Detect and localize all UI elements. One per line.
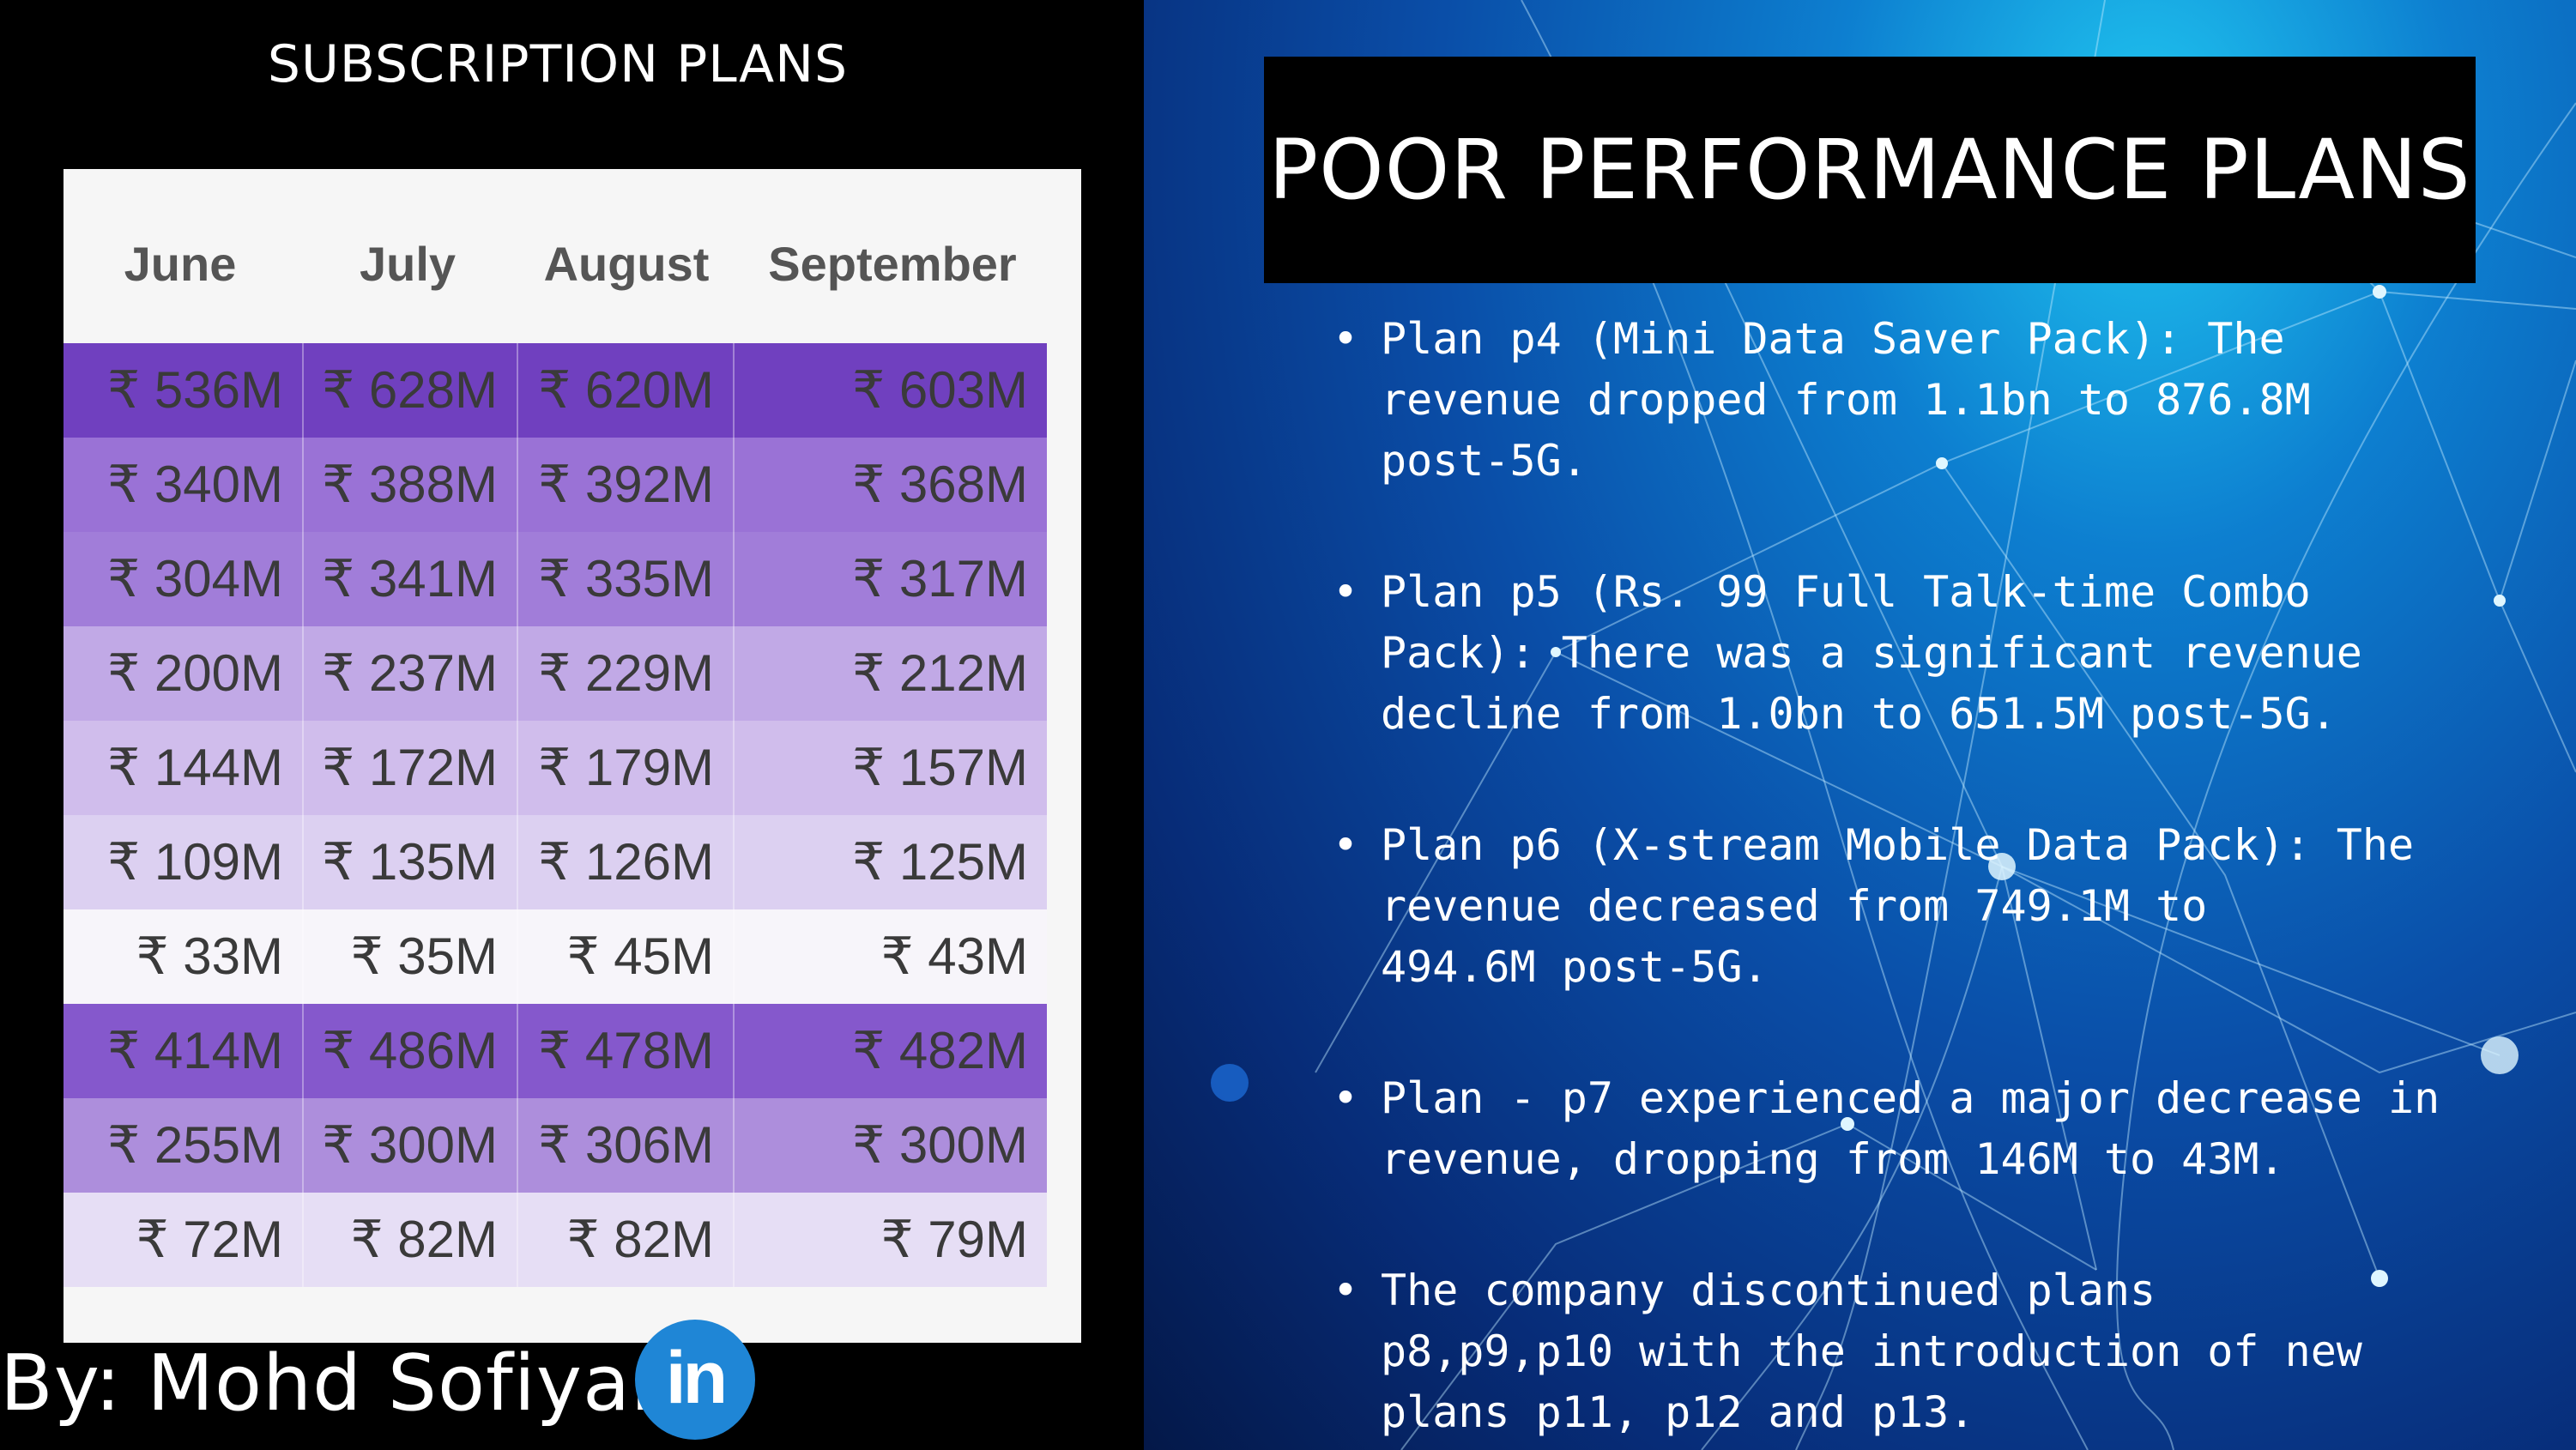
finding-text: Plan p4 (Mini Data Saver Pack): The reve…: [1381, 314, 2311, 486]
cell-june: ₹ 109M: [63, 815, 304, 909]
cell-july: ₹ 237M: [304, 626, 518, 721]
cell-september: ₹ 603M: [735, 343, 1047, 438]
cell-june: ₹ 200M: [63, 626, 304, 721]
cell-july: ₹ 341M: [304, 532, 518, 626]
cell-august: ₹ 229M: [518, 626, 735, 721]
cell-june: ₹ 144M: [63, 721, 304, 815]
table-row: ₹ 200M ₹ 237M ₹ 229M ₹ 212M: [63, 626, 1047, 721]
table-row: ₹ 72M ₹ 82M ₹ 82M ₹ 79M: [63, 1193, 1047, 1287]
cell-june: ₹ 72M: [63, 1193, 304, 1287]
cell-june: ₹ 340M: [63, 438, 304, 532]
cell-september: ₹ 368M: [735, 438, 1047, 532]
bullet-dot-icon: •: [1333, 567, 1359, 617]
finding-bullet: • Plan p4 (Mini Data Saver Pack): The rev…: [1333, 309, 2534, 492]
cell-august: ₹ 478M: [518, 1004, 735, 1098]
cell-september: ₹ 125M: [735, 815, 1047, 909]
cell-september: ₹ 212M: [735, 626, 1047, 721]
cell-july: ₹ 35M: [304, 909, 518, 1004]
cell-june: ₹ 304M: [63, 532, 304, 626]
right-panel: POOR PERFORMANCE PLANS • Plan p4 (Mini Da…: [1144, 0, 2576, 1450]
cell-september: ₹ 79M: [735, 1193, 1047, 1287]
cell-july: ₹ 172M: [304, 721, 518, 815]
cell-september: ₹ 482M: [735, 1004, 1047, 1098]
cell-august: ₹ 620M: [518, 343, 735, 438]
cell-july: ₹ 486M: [304, 1004, 518, 1098]
cell-august: ₹ 306M: [518, 1098, 735, 1193]
cell-august: ₹ 179M: [518, 721, 735, 815]
poor-performance-heading-box: POOR PERFORMANCE PLANS: [1264, 57, 2476, 283]
cell-june: ₹ 255M: [63, 1098, 304, 1193]
table-row: ₹ 144M ₹ 172M ₹ 179M ₹ 157M: [63, 721, 1047, 815]
table-row: ₹ 304M ₹ 341M ₹ 335M ₹ 317M: [63, 532, 1047, 626]
author-byline: By: Mohd Sofiyan: [0, 1338, 681, 1429]
table-row: ₹ 33M ₹ 35M ₹ 45M ₹ 43M: [63, 909, 1047, 1004]
table-row: ₹ 255M ₹ 300M ₹ 306M ₹ 300M: [63, 1098, 1047, 1193]
cell-september: ₹ 317M: [735, 532, 1047, 626]
revenue-matrix: ₹ 536M ₹ 628M ₹ 620M ₹ 603M ₹ 340M ₹ 388M ₹ 39…: [63, 343, 1047, 1287]
poor-performance-heading: POOR PERFORMANCE PLANS: [1268, 122, 2471, 218]
bullet-dot-icon: •: [1333, 314, 1359, 364]
cell-june: ₹ 33M: [63, 909, 304, 1004]
column-header-july: July: [359, 237, 457, 291]
cell-august: ₹ 45M: [518, 909, 735, 1004]
bullet-dot-icon: •: [1333, 820, 1359, 870]
linkedin-icon[interactable]: in: [635, 1320, 755, 1440]
column-header-august: August: [543, 237, 710, 291]
findings-bullet-list: • Plan p4 (Mini Data Saver Pack): The rev…: [1333, 309, 2534, 1450]
column-header-june: June: [124, 237, 237, 291]
cell-july: ₹ 135M: [304, 815, 518, 909]
cell-june: ₹ 536M: [63, 343, 304, 438]
cell-july: ₹ 82M: [304, 1193, 518, 1287]
table-row: ₹ 536M ₹ 628M ₹ 620M ₹ 603M: [63, 343, 1047, 438]
left-panel: SUBSCRIPTION PLANS June July August Sept…: [0, 0, 1144, 1450]
cell-september: ₹ 157M: [735, 721, 1047, 815]
bullet-dot-icon: •: [1333, 1266, 1359, 1315]
cell-september: ₹ 300M: [735, 1098, 1047, 1193]
cell-august: ₹ 126M: [518, 815, 735, 909]
finding-bullet: • Plan p6 (X-stream Mobile Data Pack): Th…: [1333, 815, 2534, 998]
finding-text: Plan - p7 experienced a major decrease i…: [1381, 1073, 2440, 1184]
cell-july: ₹ 388M: [304, 438, 518, 532]
table-row: ₹ 340M ₹ 388M ₹ 392M ₹ 368M: [63, 438, 1047, 532]
cell-august: ₹ 335M: [518, 532, 735, 626]
cell-august: ₹ 82M: [518, 1193, 735, 1287]
linkedin-icon-text: in: [665, 1336, 728, 1419]
finding-text: Plan p5 (Rs. 99 Full Talk-time Combo Pac…: [1381, 567, 2362, 739]
cell-august: ₹ 392M: [518, 438, 735, 532]
table-row: ₹ 109M ₹ 135M ₹ 126M ₹ 125M: [63, 815, 1047, 909]
subscription-plans-title: SUBSCRIPTION PLANS: [267, 34, 849, 94]
finding-bullet: • Plan p5 (Rs. 99 Full Talk-time Combo Pa…: [1333, 562, 2534, 745]
column-header-september: September: [768, 237, 1017, 291]
finding-text: The company discontinued plans p8,p9,p10…: [1381, 1266, 2362, 1437]
table-row: ₹ 414M ₹ 486M ₹ 478M ₹ 482M: [63, 1004, 1047, 1098]
finding-bullet: • Plan - p7 experienced a major decrease …: [1333, 1068, 2534, 1190]
finding-text: Plan p6 (X-stream Mobile Data Pack): The…: [1381, 820, 2415, 992]
finding-bullet: • The company discontinued plans p8,p9,p1…: [1333, 1260, 2534, 1443]
bullet-dot-icon: •: [1333, 1073, 1359, 1123]
cell-september: ₹ 43M: [735, 909, 1047, 1004]
cell-june: ₹ 414M: [63, 1004, 304, 1098]
cell-july: ₹ 628M: [304, 343, 518, 438]
cell-july: ₹ 300M: [304, 1098, 518, 1193]
